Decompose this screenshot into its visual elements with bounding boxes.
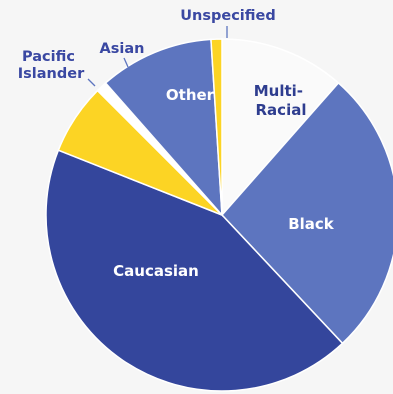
asian-label: Asian xyxy=(100,41,145,57)
pacific-islander-leader-line xyxy=(87,78,96,87)
caucasian-label: Caucasian xyxy=(113,262,199,280)
pie-slice-black xyxy=(220,81,393,345)
pie-slice-other xyxy=(104,38,223,218)
asian-leader-line xyxy=(123,57,129,68)
multi-racial-label: Multi- Racial xyxy=(254,82,309,119)
pacific-islander-label-line2: Islander xyxy=(18,66,85,82)
multi-racial-label-line1: Multi- xyxy=(254,82,303,100)
pie-slice-unspecified xyxy=(210,38,223,216)
pie-slice-caucasian xyxy=(45,149,344,392)
black-label: Black xyxy=(288,215,335,233)
other-label: Other xyxy=(166,86,215,104)
pacific-islander-label: Pacific Islander xyxy=(18,49,85,82)
pie-slices xyxy=(45,38,393,392)
multi-racial-label-line2: Racial xyxy=(256,101,307,119)
pacific-islander-label-line1: Pacific xyxy=(22,49,75,65)
pie-slice-multi-racial xyxy=(221,38,340,217)
unspecified-label: Unspecified xyxy=(180,8,275,24)
